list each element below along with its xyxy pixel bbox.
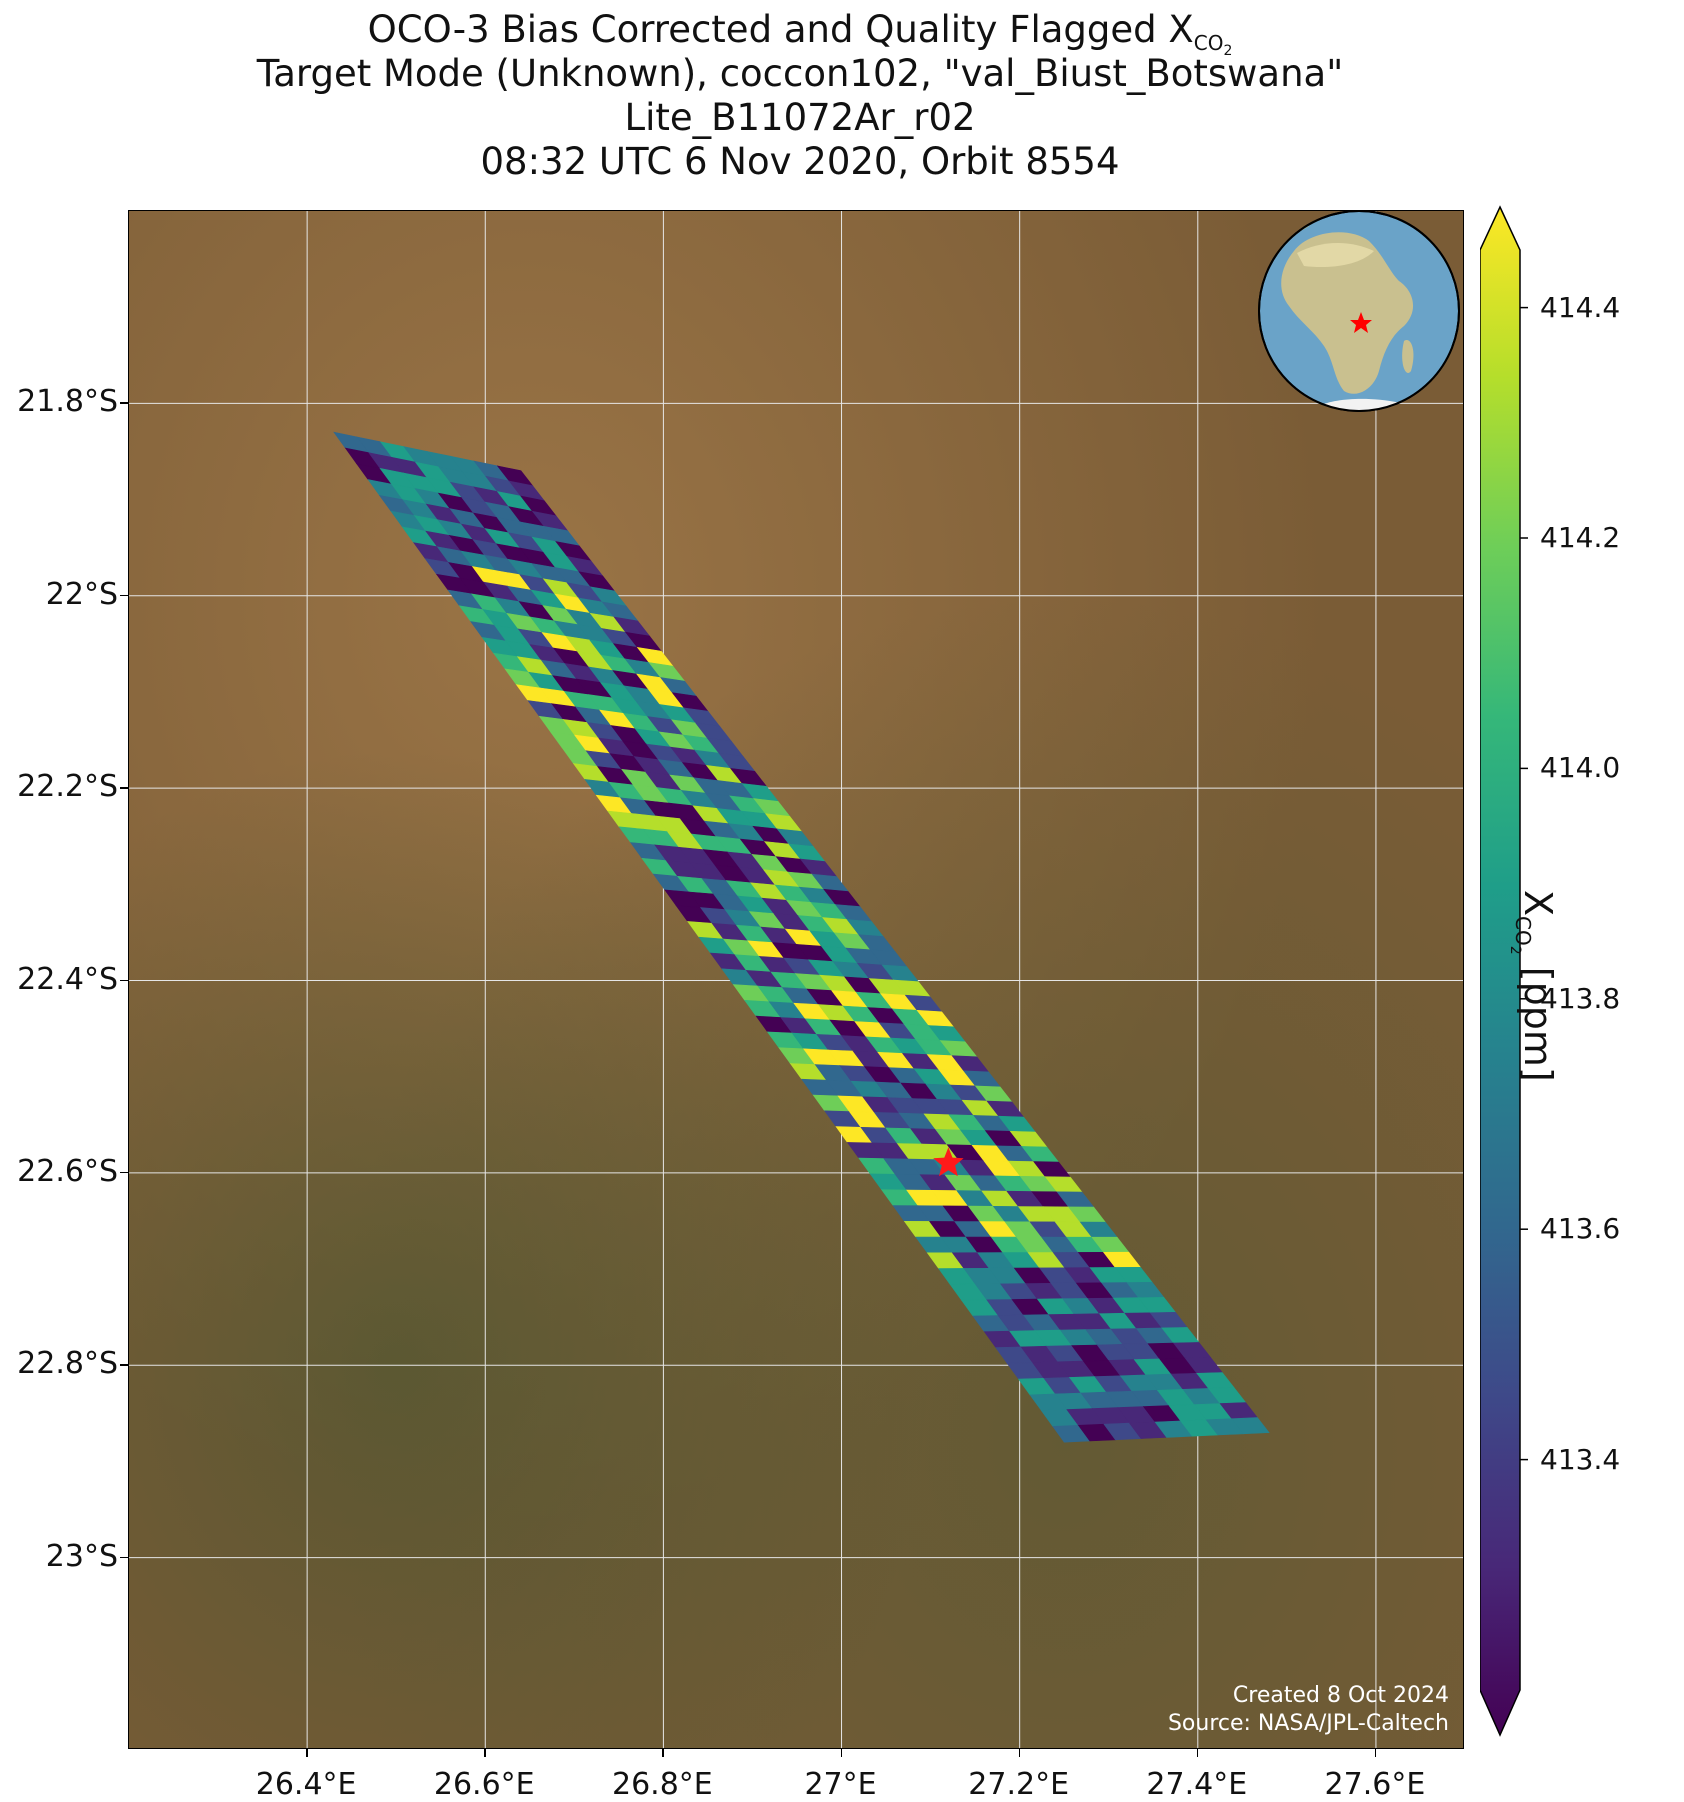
credit-source: Source: NASA/JPL-Caltech bbox=[1167, 1711, 1449, 1736]
title-sub-text: CO bbox=[1193, 31, 1224, 56]
lat-tick-label: 22.4°S bbox=[17, 961, 118, 997]
globe-outline bbox=[1258, 211, 1460, 412]
cbar-label-x: X bbox=[1516, 890, 1560, 917]
lon-tick-mark bbox=[484, 1749, 486, 1757]
site-marker-group bbox=[933, 1147, 964, 1177]
globe-africa bbox=[1281, 232, 1414, 394]
lon-tick-mark bbox=[306, 1749, 308, 1757]
lat-tick-mark bbox=[120, 1364, 128, 1366]
xco2-swath bbox=[333, 431, 1270, 1443]
lat-tick-label: 22.6°S bbox=[17, 1153, 118, 1189]
chart-title-line-3: Lite_B11072Ar_r02 bbox=[624, 96, 976, 139]
lat-tick-label: 23°S bbox=[45, 1538, 118, 1574]
lon-tick-mark bbox=[662, 1749, 664, 1757]
globe-site-star-icon bbox=[1350, 312, 1372, 333]
lon-tick-label: 27.4°E bbox=[1146, 1767, 1248, 1802]
site-star-icon bbox=[933, 1147, 964, 1177]
lon-tick-label: 27.2°E bbox=[968, 1767, 1070, 1802]
lon-tick-mark bbox=[1374, 1749, 1377, 1757]
lon-tick-mark bbox=[840, 1749, 843, 1757]
title-sub2: 2 bbox=[1223, 43, 1233, 60]
colorbar-tick-label: 413.4 bbox=[1540, 1442, 1621, 1476]
globe-madagascar bbox=[1402, 340, 1414, 373]
title-text: OCO-3 Bias Corrected and Quality Flagged… bbox=[367, 8, 1194, 51]
lon-tick-label: 26.6°E bbox=[433, 1767, 535, 1802]
lat-tick-mark bbox=[120, 1556, 128, 1559]
cbar-label-sub: CO2 bbox=[1507, 916, 1536, 955]
lon-tick-mark bbox=[1018, 1749, 1021, 1757]
credit-block: Created 8 Oct 2024 Source: NASA/JPL-Calt… bbox=[1168, 1682, 1449, 1738]
chart-title-line-4: 08:32 UTC 6 Nov 2020, Orbit 8554 bbox=[480, 140, 1120, 183]
lon-tick-label: 27°E bbox=[804, 1767, 877, 1802]
colorbar-tick-label: 413.8 bbox=[1540, 981, 1621, 1015]
chart-title-line-2: Target Mode (Unknown), coccon102, "val_B… bbox=[256, 52, 1344, 95]
map-panel[interactable]: Created 8 Oct 2024 Source: NASA/JPL-Calt… bbox=[128, 210, 1464, 1749]
lat-tick-mark bbox=[120, 402, 128, 404]
colorbar-tick-label: 414.2 bbox=[1540, 521, 1621, 554]
lat-tick-mark bbox=[120, 1171, 128, 1174]
lon-tick-label: 26.4°E bbox=[255, 1767, 357, 1802]
credit-created: Created 8 Oct 2024 bbox=[1232, 1683, 1449, 1708]
colorbar-tick-label: 413.6 bbox=[1540, 1212, 1621, 1246]
lon-tick-label: 26.8°E bbox=[612, 1767, 713, 1802]
cbar-label-2: 2 bbox=[1507, 945, 1524, 955]
chart-title-line-1: OCO-3 Bias Corrected and Quality Flagged… bbox=[0, 8, 1600, 73]
colorbar-tick-label: 414.0 bbox=[1540, 751, 1621, 785]
lat-tick-label: 22.2°S bbox=[17, 769, 118, 805]
lon-tick-mark bbox=[1196, 1749, 1199, 1757]
lat-tick-mark bbox=[120, 979, 128, 981]
lat-tick-label: 21.8°S bbox=[17, 384, 118, 420]
cbar-label-unit: [ppm] bbox=[1516, 954, 1560, 1082]
xco2-sounding-cell bbox=[1231, 1417, 1270, 1435]
inset-globe bbox=[1258, 211, 1460, 412]
gridlines bbox=[129, 211, 1463, 1748]
lat-tick-label: 22.8°S bbox=[17, 1346, 118, 1382]
title-sub: CO2 bbox=[1193, 31, 1233, 59]
lon-tick-label: 27.6°E bbox=[1324, 1767, 1426, 1802]
cbar-label-co: CO bbox=[1511, 916, 1536, 946]
colorbar-gradient bbox=[1480, 205, 1521, 1737]
colorbar-tick-label: 414.4 bbox=[1540, 290, 1621, 324]
lat-tick-mark bbox=[120, 594, 128, 597]
colorbar bbox=[1480, 205, 1528, 1737]
lat-tick-label: 22°S bbox=[45, 576, 118, 612]
map-canvas bbox=[129, 211, 1463, 1748]
globe-sahara bbox=[1297, 242, 1374, 268]
colorbar-tickmarks bbox=[1520, 306, 1528, 1461]
colorbar-label: XCO2 [ppm] bbox=[1507, 890, 1560, 1082]
lat-tick-mark bbox=[120, 787, 128, 789]
